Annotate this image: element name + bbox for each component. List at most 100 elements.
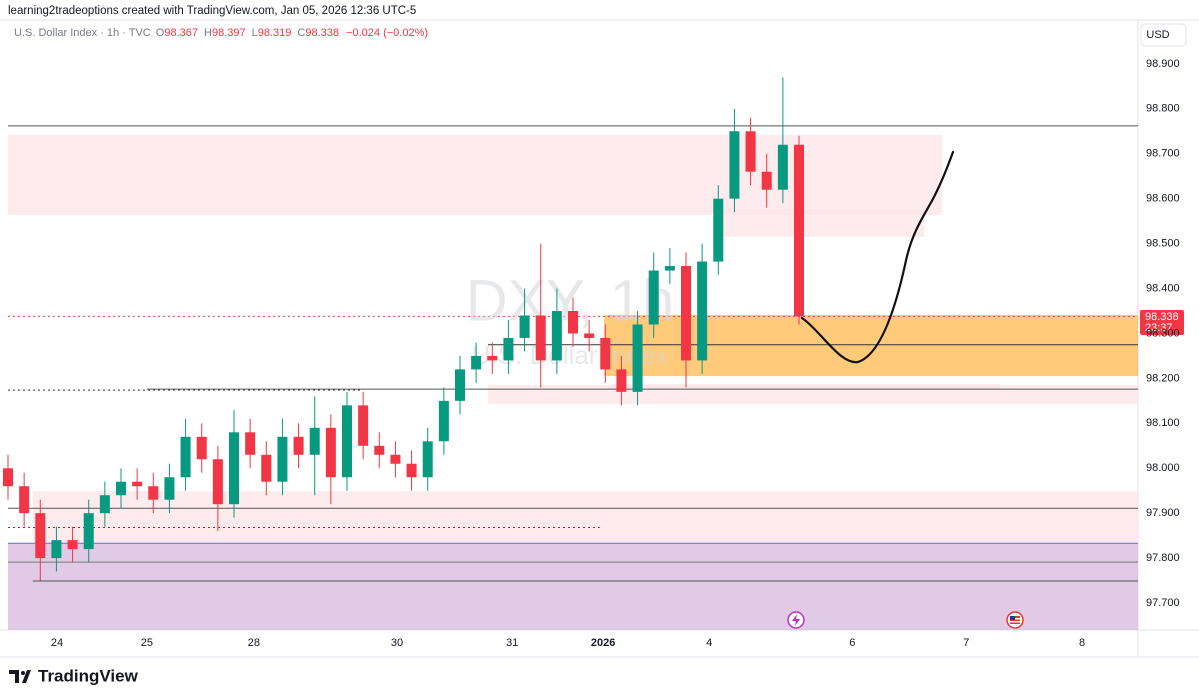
candle-body bbox=[648, 270, 659, 325]
x-tick-label: 2026 bbox=[591, 637, 615, 649]
candle-body bbox=[35, 513, 46, 559]
ohlc-label: O bbox=[155, 27, 165, 39]
candle-body bbox=[196, 436, 207, 460]
ohlc-label: C bbox=[297, 27, 306, 39]
ohlc: O98.367 H98.397 L98.319 C98.338 bbox=[154, 27, 343, 39]
candle-body bbox=[164, 477, 175, 500]
candle-body bbox=[374, 445, 385, 455]
y-tick-label: 98.200 bbox=[1146, 372, 1180, 384]
y-tick-label: 97.700 bbox=[1146, 597, 1180, 609]
candle-body bbox=[19, 486, 30, 514]
candle-body bbox=[454, 369, 466, 401]
y-tick-label: 98.400 bbox=[1146, 282, 1180, 294]
y-tick-label: 98.300 bbox=[1146, 327, 1180, 339]
candle-body bbox=[745, 131, 756, 172]
candle-body bbox=[487, 355, 498, 361]
y-tick-label: 98.700 bbox=[1146, 148, 1180, 160]
candle-body bbox=[277, 436, 288, 482]
x-tick-label: 7 bbox=[963, 637, 969, 649]
x-tick-label: 25 bbox=[141, 637, 153, 649]
candle-body bbox=[83, 513, 94, 550]
candle-body bbox=[422, 441, 433, 478]
event-icon[interactable] bbox=[787, 611, 805, 629]
x-tick-label: 31 bbox=[506, 637, 518, 649]
y-tick-label: 98.600 bbox=[1146, 193, 1180, 205]
candle-body bbox=[777, 144, 788, 190]
logo[interactable] bbox=[9, 670, 31, 683]
change: −0.024 (−0.02%) bbox=[346, 27, 429, 39]
brand: TradingView bbox=[38, 666, 139, 685]
y-tick-label: 98.100 bbox=[1146, 417, 1180, 429]
currency: USD bbox=[1146, 29, 1169, 41]
candle-body bbox=[793, 144, 805, 317]
candle-body bbox=[761, 171, 772, 190]
candle-body bbox=[616, 369, 627, 392]
candle-body bbox=[697, 261, 708, 361]
ohlc-value: 98.367 bbox=[164, 27, 199, 39]
zone bbox=[32, 491, 1138, 544]
symbol: U.S. Dollar Index · 1h · TVC bbox=[14, 27, 151, 39]
candles bbox=[2, 77, 805, 581]
drawn-curve bbox=[800, 150, 955, 364]
candle-body bbox=[519, 315, 530, 338]
candle-body bbox=[325, 427, 336, 478]
candle-body bbox=[2, 468, 14, 487]
zone bbox=[610, 384, 1001, 390]
candle-body bbox=[680, 266, 692, 361]
candle-body bbox=[115, 481, 127, 496]
candle-body bbox=[535, 315, 546, 361]
candle-body bbox=[406, 463, 417, 478]
watermark-name: U.S. Dollar Index bbox=[472, 340, 669, 370]
y-tick-label: 97.800 bbox=[1146, 552, 1180, 564]
candle-body bbox=[664, 266, 675, 271]
candle-body bbox=[132, 481, 143, 487]
candle-body bbox=[551, 310, 562, 361]
candle-body bbox=[438, 400, 449, 442]
zone bbox=[604, 315, 1138, 377]
x-tick-label: 8 bbox=[1079, 637, 1085, 649]
price-tag bbox=[1140, 310, 1184, 335]
candle-body bbox=[729, 131, 740, 199]
currency-button[interactable] bbox=[1140, 23, 1187, 47]
ohlc-value: 98.397 bbox=[211, 27, 246, 39]
y-tick-label: 97.900 bbox=[1146, 507, 1180, 519]
watermark-ticker: DXY, 1h bbox=[466, 268, 675, 333]
candle-body bbox=[632, 324, 643, 392]
flag-icon[interactable] bbox=[1006, 611, 1024, 629]
y-tick-label: 98.500 bbox=[1146, 238, 1180, 250]
ohlc-value: 98.319 bbox=[257, 27, 292, 39]
y-tick-label: 98.000 bbox=[1146, 462, 1180, 474]
x-tick-label: 30 bbox=[391, 637, 403, 649]
zone bbox=[487, 385, 1138, 404]
zone bbox=[722, 208, 925, 237]
candle-body bbox=[51, 540, 62, 559]
candle-body bbox=[600, 337, 611, 370]
candle-body bbox=[67, 540, 78, 550]
candle-body bbox=[341, 405, 353, 478]
candle-body bbox=[180, 436, 191, 478]
candle-body bbox=[99, 495, 110, 514]
x-tick-label: 4 bbox=[706, 637, 712, 649]
x-tick-label: 24 bbox=[51, 637, 63, 649]
candle-body bbox=[584, 333, 595, 338]
y-tick-label: 98.900 bbox=[1146, 58, 1180, 70]
candle-body bbox=[471, 355, 482, 370]
candle-body bbox=[358, 405, 369, 446]
price-tag-value: 98.338 bbox=[1145, 311, 1179, 323]
candle-body bbox=[293, 436, 304, 455]
zone bbox=[8, 134, 943, 215]
price-tag-time: 23:37 bbox=[1145, 322, 1173, 334]
zones bbox=[8, 125, 1138, 630]
ohlc-value: 98.338 bbox=[305, 27, 340, 39]
candle-body bbox=[228, 432, 240, 505]
candle-body bbox=[503, 337, 514, 361]
ohlc-label: L bbox=[251, 27, 258, 39]
x-tick-label: 28 bbox=[248, 637, 260, 649]
zone bbox=[8, 543, 1138, 630]
candle-body bbox=[390, 454, 401, 464]
x-tick-label: 6 bbox=[849, 637, 855, 649]
ohlc-label: H bbox=[204, 27, 212, 39]
candle-body bbox=[309, 427, 320, 455]
